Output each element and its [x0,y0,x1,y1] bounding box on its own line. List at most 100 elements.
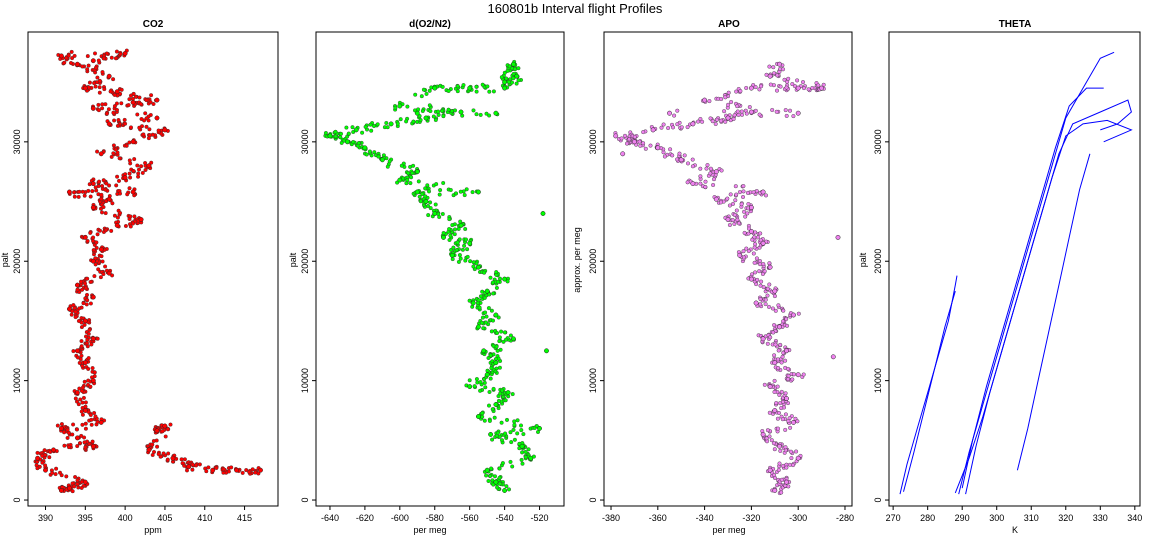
cloud-point [85,238,90,243]
cloud-point [776,303,781,308]
cloud-point [708,166,713,171]
data-point [484,288,490,294]
data-point [777,61,782,67]
cloud-point [484,320,489,325]
cloud-point [765,428,770,433]
cloud-point [765,293,770,298]
cloud-point [76,402,81,407]
cloud-point [360,130,365,135]
cloud-point [96,58,101,63]
cloud-point [485,368,490,373]
cloud-point [448,187,453,192]
cloud-point [500,438,505,443]
cloud-point [703,184,708,189]
cloud-point [472,384,477,389]
cloud-point [385,125,390,130]
cloud-point [127,186,132,191]
cloud-point [447,217,452,222]
cloud-point [136,171,141,176]
cloud-point [35,450,40,455]
cloud-point [728,192,733,197]
cloud-point [487,418,492,423]
cloud-point [700,119,705,124]
cloud-point [491,291,496,296]
cloud-point [453,227,458,232]
cloud-point [106,107,111,112]
cloud-point [393,105,398,110]
data-point [667,110,672,116]
cloud-point [751,190,756,195]
cloud-point [82,440,87,445]
cloud-point [436,109,441,114]
cloud-point [732,113,737,118]
cloud-point [519,428,524,433]
x-tick-label: -320 [742,513,760,523]
cloud-point [784,317,789,322]
cloud-point [486,306,491,311]
cloud-point [690,157,695,162]
data-point [650,127,656,133]
cloud-point [792,372,797,377]
cloud-point [762,382,767,387]
cloud-point [96,267,101,272]
cloud-point [58,470,63,475]
cloud-point [758,302,763,307]
cloud-point [776,468,781,473]
cloud-point [127,97,132,102]
cloud-point [59,422,64,427]
cloud-point [485,84,490,89]
data-point [106,270,112,276]
cloud-point [95,75,100,80]
data-point [154,428,160,434]
cloud-point [372,123,377,128]
cloud-point [423,186,428,191]
series-line [965,99,1132,495]
cloud-point [375,122,380,127]
cloud-point [515,431,520,436]
cloud-point [428,200,433,205]
data-point [777,443,782,449]
data-point [90,105,96,111]
cloud-point [441,230,446,235]
cloud-point [86,356,91,361]
data-point [620,151,626,157]
cloud-point [138,101,143,106]
cloud-point [86,366,91,371]
cloud-point [356,141,361,146]
cloud-point [497,481,502,486]
cloud-point [118,52,123,57]
cloud-point [450,257,455,262]
cloud-point [143,111,148,116]
data-point [819,85,825,91]
cloud-point [97,90,102,95]
cloud-point [102,87,107,92]
data-point [690,121,696,127]
cloud-point [85,67,90,72]
cloud-point [495,331,500,336]
cloud-point [96,102,101,107]
cloud-point [151,101,156,106]
data-point [795,372,801,378]
cloud-point [111,151,116,156]
data-point [82,479,88,485]
data-point [753,300,759,306]
cloud-point [487,403,492,408]
cloud-point [488,376,493,381]
cloud-point [786,76,791,81]
cloud-point [71,303,76,308]
data-point [748,109,754,115]
cloud-point [69,312,74,317]
data-point [748,228,754,234]
cloud-point [64,474,69,479]
data-point [493,312,499,318]
cloud-point [132,157,137,162]
data-point [90,58,96,64]
cloud-point [765,286,770,291]
cloud-point [149,93,154,98]
cloud-point [490,407,495,412]
cloud-point [80,385,85,390]
cloud-point [511,76,516,81]
cloud-point [725,196,730,201]
cloud-point [705,163,710,168]
cloud-point [79,325,84,330]
